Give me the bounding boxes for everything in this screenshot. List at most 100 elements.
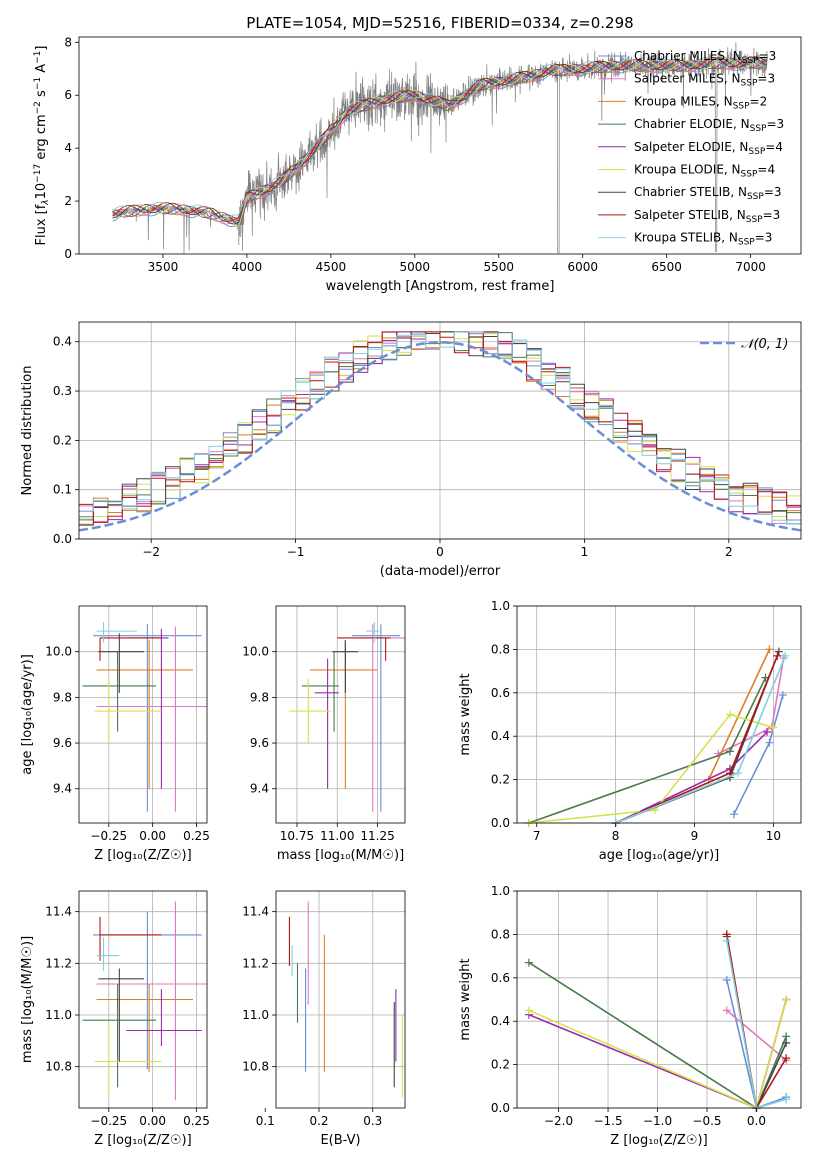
- data-point: [781, 651, 790, 660]
- y-tick-label: 0.0: [491, 816, 510, 830]
- y-axis-label: mass weight: [458, 673, 473, 755]
- legend-label: Salpeter STELIB, NSSP=3: [634, 208, 780, 225]
- x-axis-label: (data-model)/error: [380, 564, 501, 579]
- model-line: [112, 56, 767, 222]
- x-tick-label: −2.0: [544, 1114, 573, 1128]
- axes-frame: [275, 605, 406, 824]
- model-line: [112, 56, 767, 220]
- axes-layer: [75, 36, 802, 1112]
- data-point: [782, 995, 791, 1004]
- y-tick-label: 0.4: [491, 729, 510, 743]
- axes-frame: [275, 890, 406, 1109]
- x-tick-label: 0.0: [747, 1114, 766, 1128]
- x-axis-label: Z [log₁₀(Z/Z☉)]: [610, 1133, 707, 1148]
- legend-label: Kroupa STELIB, NSSP=3: [634, 231, 772, 248]
- x-tick-label: 11.25: [360, 829, 394, 843]
- data-point: [765, 645, 774, 654]
- y-tick-label: 9.4: [53, 782, 72, 796]
- y-tick-label: 2: [64, 194, 72, 208]
- x-axis-label: mass [log₁₀(M/M☉)]: [277, 848, 404, 863]
- data-point: [722, 975, 731, 984]
- y-tick-label: 10.0: [45, 645, 72, 659]
- model-line: [112, 59, 767, 225]
- series-line: [726, 1009, 787, 1061]
- x-axis-label: age [log₁₀(age/yr)]: [599, 848, 720, 863]
- y-tick-label: 9.4: [250, 782, 269, 796]
- y-tick-label: 10.0: [242, 645, 269, 659]
- y-tick-label: 6: [64, 88, 72, 102]
- x-tick-label: 6500: [651, 260, 682, 274]
- y-tick-label: 10.8: [242, 1060, 269, 1074]
- y-tick-label: 0.8: [491, 642, 510, 656]
- histogram-series: [79, 331, 801, 523]
- y-tick-label: 1.0: [491, 599, 510, 613]
- data-point: [778, 690, 787, 699]
- y-tick-label: 0.6: [491, 971, 510, 985]
- data-point: [773, 651, 782, 660]
- x-tick-label: 4500: [316, 260, 347, 274]
- chart-title: PLATE=1054, MJD=52516, FIBERID=0334, z=0…: [246, 14, 633, 32]
- y-tick-label: 4: [64, 141, 72, 155]
- x-tick-label: 0.3: [363, 1114, 382, 1128]
- x-tick-label: 0.1: [256, 1114, 275, 1128]
- y-axis-label: Flux [fλ10−17 erg cm−2 s−1 A−1]: [33, 46, 51, 246]
- axes-frame: [516, 890, 802, 1109]
- x-tick-label: −1.5: [593, 1114, 622, 1128]
- histogram-series: [79, 331, 801, 525]
- x-tick-label: 11.00: [320, 829, 354, 843]
- y-tick-label: 0.4: [53, 335, 72, 349]
- x-axis-label: Z [log₁₀(Z/Z☉)]: [94, 1133, 191, 1148]
- data-point: [774, 647, 783, 656]
- axes-frame: [516, 605, 802, 824]
- series-line: [733, 694, 784, 815]
- data-point: [769, 723, 778, 732]
- data-point: [722, 1006, 731, 1015]
- x-tick-label: 0.00: [139, 1114, 166, 1128]
- y-axis-label: Normed distribution: [20, 366, 35, 496]
- legend-label: Salpeter MILES, NSSP=3: [634, 72, 775, 89]
- x-axis-label: wavelength [Angstrom, rest frame]: [326, 279, 555, 294]
- x-tick-label: −1: [287, 545, 305, 559]
- y-tick-label: 10.8: [45, 1060, 72, 1074]
- data-point: [722, 936, 731, 945]
- y-tick-label: 9.6: [53, 736, 72, 750]
- y-tick-label: 0.2: [491, 773, 510, 787]
- x-tick-label: −2: [142, 545, 160, 559]
- x-tick-label: 7: [533, 829, 541, 843]
- y-axis-label: age [log₁₀(age/yr)]: [20, 654, 35, 775]
- data-point: [524, 1006, 533, 1015]
- y-tick-label: 0.8: [491, 927, 510, 941]
- y-tick-label: 11.4: [242, 905, 269, 919]
- y-tick-label: 0.2: [491, 1058, 510, 1072]
- data-point: [729, 810, 738, 819]
- x-tick-label: 0.25: [183, 1114, 210, 1128]
- y-tick-label: 11.0: [45, 1008, 72, 1022]
- y-tick-label: 9.6: [250, 736, 269, 750]
- x-tick-label: −0.5: [692, 1114, 721, 1128]
- x-tick-label: 5000: [400, 260, 431, 274]
- y-tick-label: 11.2: [242, 956, 269, 970]
- x-axis-label: Z [log₁₀(Z/Z☉)]: [94, 848, 191, 863]
- axes-frame: [78, 890, 208, 1109]
- x-tick-label: 2: [725, 545, 733, 559]
- data-point: [524, 958, 533, 967]
- x-tick-label: 9: [691, 829, 699, 843]
- x-tick-label: −1.0: [643, 1114, 672, 1128]
- model-line: [112, 57, 767, 225]
- legend-label: Chabrier ELODIE, NSSP=3: [634, 117, 784, 134]
- y-tick-label: 0.4: [491, 1014, 510, 1028]
- axes-frame: [78, 605, 208, 824]
- series-line: [707, 649, 771, 780]
- legend-label: Chabrier STELIB, NSSP=3: [634, 185, 782, 202]
- x-tick-label: 0.25: [183, 829, 210, 843]
- legend-label: Kroupa ELODIE, NSSP=4: [634, 163, 775, 180]
- x-tick-label: 7000: [735, 260, 766, 274]
- data-point: [782, 1038, 791, 1047]
- legend-label: 𝒩(0, 1): [741, 337, 788, 352]
- x-tick-label: 0.00: [139, 829, 166, 843]
- series-line: [615, 651, 780, 824]
- model-line: [112, 57, 767, 227]
- y-tick-label: 8: [64, 35, 72, 49]
- data-point: [765, 738, 774, 747]
- y-axis-label: mass [log₁₀(M/M☉)]: [20, 936, 35, 1063]
